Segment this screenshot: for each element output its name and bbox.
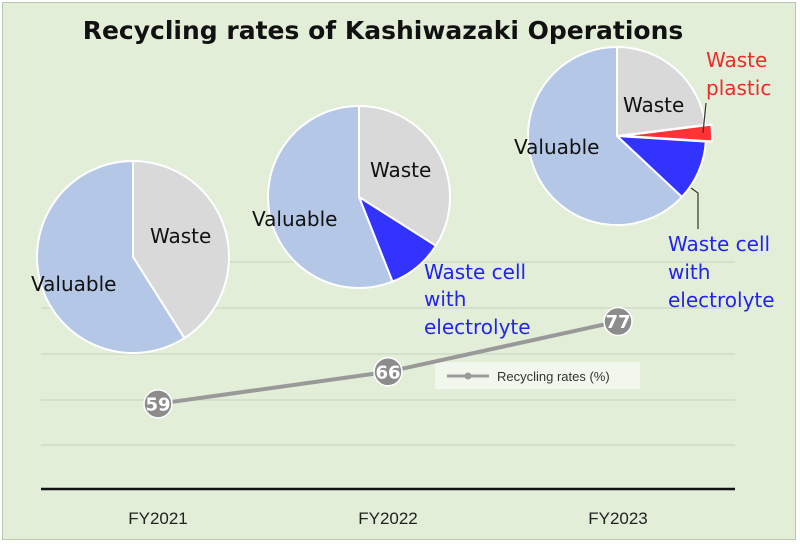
x-tick-FY2022: FY2022 [358,509,418,528]
pie3-label-plastic-2: plastic [706,76,771,100]
pie-charts [36,45,713,354]
pie3-slice-waste-plastic [622,123,713,143]
x-tick-FY2023: FY2023 [588,509,648,528]
data-point-FY2022 [373,357,403,387]
x-tick-labels: FY2021 FY2022 FY2023 [128,509,648,528]
chart-title: Recycling rates of Kashiwazaki Operation… [83,16,684,45]
pie2-label-cell-2: with [424,287,466,311]
pie1-label-valuable: Valuable [31,272,116,296]
pie2-label-valuable: Valuable [252,207,337,231]
legend-marker [464,372,472,380]
pie2-label-waste: Waste [370,158,431,182]
x-tick-FY2021: FY2021 [128,509,188,528]
pie3-label-plastic-1: Waste [706,48,767,72]
series-line-group: 59 66 77 [143,306,633,419]
pie2-slice-valuable [267,104,394,289]
pie3-slice-valuable [527,45,684,226]
data-point-FY2021 [143,389,173,419]
pie1-label-waste: Waste [150,224,211,248]
pie3-label-cell-3: electrolyte [668,288,775,312]
pie2-label-cell-1: Waste cell [424,260,526,284]
pie3-label-valuable: Valuable [514,135,599,159]
pie2-label-cell-3: electrolyte [424,315,531,339]
leader-waste-plastic [702,102,707,134]
pie3-label-cell-1: Waste cell [668,232,770,256]
data-label-FY2021: 59 [145,394,170,415]
pie3-label-waste: Waste [623,93,684,117]
legend-entry: Recycling rates (%) [497,369,610,384]
chart: Recycling rates of Kashiwazaki Operation… [31,16,775,528]
pie3-label-cell-2: with [668,260,710,284]
leader-waste-cell [690,187,699,229]
leader-lines [690,102,707,229]
pie1-slice-valuable [36,159,186,354]
data-label-FY2023: 77 [605,312,630,333]
data-point-FY2023 [603,306,633,337]
data-label-FY2022: 66 [375,362,400,383]
pie3-slice-waste [616,45,707,138]
